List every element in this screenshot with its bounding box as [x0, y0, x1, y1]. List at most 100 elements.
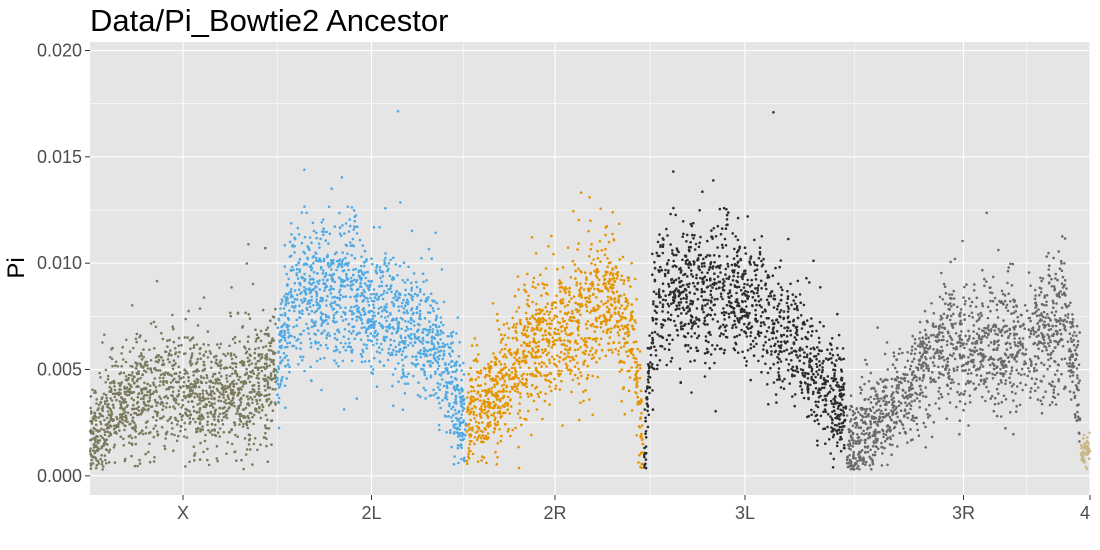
data-point: [382, 338, 385, 341]
data-point: [423, 316, 427, 320]
data-point: [105, 461, 108, 465]
data-point: [455, 402, 458, 405]
data-point: [630, 366, 633, 369]
data-point: [274, 322, 277, 326]
data-point: [394, 353, 398, 357]
data-point: [495, 374, 498, 378]
data-point: [789, 282, 792, 286]
data-point: [372, 288, 376, 291]
data-point: [582, 363, 585, 366]
data-point: [795, 325, 799, 329]
data-point: [718, 280, 722, 284]
data-point: [284, 292, 288, 296]
data-point: [106, 378, 110, 381]
data-point: [355, 304, 359, 308]
data-point: [518, 402, 521, 405]
data-point: [340, 264, 343, 268]
data-point: [364, 276, 368, 280]
data-point: [280, 298, 284, 301]
data-point: [441, 357, 445, 361]
data-point: [573, 373, 577, 377]
data-point: [232, 362, 236, 365]
data-point: [166, 345, 169, 349]
data-point: [367, 359, 371, 363]
data-point: [818, 360, 821, 363]
data-point: [493, 361, 497, 364]
data-point: [633, 277, 637, 281]
data-point: [351, 237, 355, 241]
data-point: [179, 424, 183, 428]
data-point: [450, 416, 453, 419]
data-point: [605, 331, 609, 335]
data-point: [679, 285, 683, 288]
data-point: [252, 383, 256, 387]
data-point: [319, 237, 322, 241]
data-point: [615, 290, 619, 294]
data-point: [610, 304, 614, 307]
data-point: [228, 374, 232, 378]
data-point: [393, 339, 396, 343]
data-point: [399, 201, 402, 204]
data-point: [263, 394, 267, 398]
data-point: [749, 343, 753, 346]
data-point: [156, 414, 159, 418]
data-point: [472, 413, 476, 416]
data-point: [442, 384, 446, 388]
data-point: [236, 374, 239, 378]
data-point: [401, 318, 404, 321]
data-point: [474, 357, 478, 361]
data-point: [144, 426, 148, 429]
data-point: [558, 388, 562, 391]
data-point: [352, 268, 355, 272]
data-point: [381, 297, 385, 301]
data-point: [387, 324, 391, 328]
data-point: [154, 360, 158, 363]
data-point: [437, 364, 441, 368]
data-point: [818, 341, 821, 344]
data-point: [303, 369, 306, 373]
data-point: [665, 227, 668, 231]
data-point: [725, 208, 728, 211]
data-point: [617, 312, 620, 316]
data-point: [274, 307, 277, 311]
data-point: [239, 397, 243, 401]
data-point: [89, 431, 93, 435]
data-point: [353, 305, 356, 309]
data-point: [496, 390, 500, 393]
data-point: [401, 408, 405, 412]
data-point: [604, 354, 608, 358]
data-point: [434, 392, 438, 395]
data-point: [449, 346, 452, 350]
data-point: [407, 372, 410, 376]
data-point: [494, 416, 497, 420]
data-point: [589, 282, 592, 286]
data-point: [95, 398, 98, 401]
data-point: [217, 415, 220, 418]
data-point: [492, 430, 496, 434]
data-point: [162, 363, 166, 367]
data-point: [562, 287, 565, 290]
data-point: [310, 266, 314, 270]
data-point: [205, 376, 209, 380]
data-point: [439, 406, 442, 410]
data-point: [310, 268, 313, 272]
data-point: [446, 372, 450, 375]
data-point: [780, 293, 783, 297]
data-point: [166, 339, 169, 343]
data-point: [128, 350, 132, 354]
data-point: [265, 328, 268, 332]
data-point: [715, 344, 719, 347]
data-point: [232, 393, 235, 397]
data-point: [224, 384, 227, 388]
data-point: [254, 362, 258, 366]
data-point: [197, 385, 201, 389]
data-point: [129, 390, 132, 394]
data-point: [247, 377, 250, 380]
data-point: [572, 315, 575, 319]
data-point: [591, 322, 594, 326]
data-point: [138, 362, 142, 366]
data-point: [790, 351, 793, 354]
data-point: [833, 423, 837, 427]
data-point: [350, 305, 353, 309]
